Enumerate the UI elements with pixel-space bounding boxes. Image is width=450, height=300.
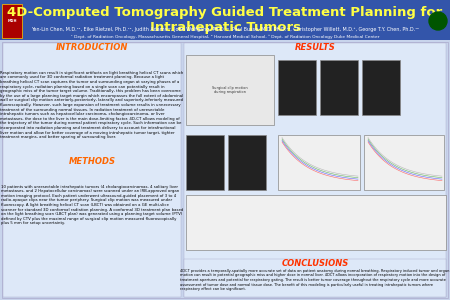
Text: MGH: MGH	[7, 19, 17, 23]
Text: INTRODUCTION: INTRODUCTION	[56, 44, 128, 52]
Text: METHODS: METHODS	[68, 158, 116, 166]
FancyBboxPatch shape	[278, 135, 360, 190]
Circle shape	[429, 12, 447, 30]
FancyBboxPatch shape	[184, 43, 446, 297]
Text: 4DCT provides a temporally-spatially more accurate set of data on patient anatom: 4DCT provides a temporally-spatially mor…	[180, 269, 450, 291]
FancyBboxPatch shape	[364, 135, 444, 190]
FancyBboxPatch shape	[362, 60, 400, 115]
FancyBboxPatch shape	[2, 4, 22, 38]
Text: Yen-Lin Chen, M.D.¹², Eike Rietzel, Ph.D.¹², Judith Adams¹², John Wolfgang, Ph.D: Yen-Lin Chen, M.D.¹², Eike Rietzel, Ph.D…	[31, 28, 419, 32]
Text: ASTRO: ASTRO	[433, 19, 443, 23]
FancyBboxPatch shape	[3, 43, 181, 297]
FancyBboxPatch shape	[186, 195, 446, 250]
Text: RESULTS: RESULTS	[295, 44, 335, 52]
FancyBboxPatch shape	[2, 42, 448, 298]
Text: ¹ Dept. of Radiation Oncology, Massachusetts General Hospital, ² Harvard Medical: ¹ Dept. of Radiation Oncology, Massachus…	[71, 35, 379, 39]
Text: Respiratory motion can result in significant artifacts on light breathing helica: Respiratory motion can result in signifi…	[0, 71, 184, 139]
Text: 10 patients with unresectable intrahepatic tumors (4 cholangiocarcinomas, 4 soli: 10 patients with unresectable intrahepat…	[1, 184, 183, 225]
FancyBboxPatch shape	[0, 0, 450, 40]
Text: Surgical clip motion
during respiration: Surgical clip motion during respiration	[212, 86, 248, 94]
FancyBboxPatch shape	[186, 55, 274, 125]
FancyBboxPatch shape	[186, 135, 224, 190]
FancyBboxPatch shape	[320, 60, 358, 115]
FancyBboxPatch shape	[278, 60, 316, 115]
FancyBboxPatch shape	[228, 135, 266, 190]
FancyBboxPatch shape	[184, 259, 446, 297]
Text: 4D-Computed Tomography Guided Treatment Planning for Intrahepatic Tumors: 4D-Computed Tomography Guided Treatment …	[7, 6, 443, 34]
Text: CONCLUSIONS: CONCLUSIONS	[281, 259, 349, 268]
